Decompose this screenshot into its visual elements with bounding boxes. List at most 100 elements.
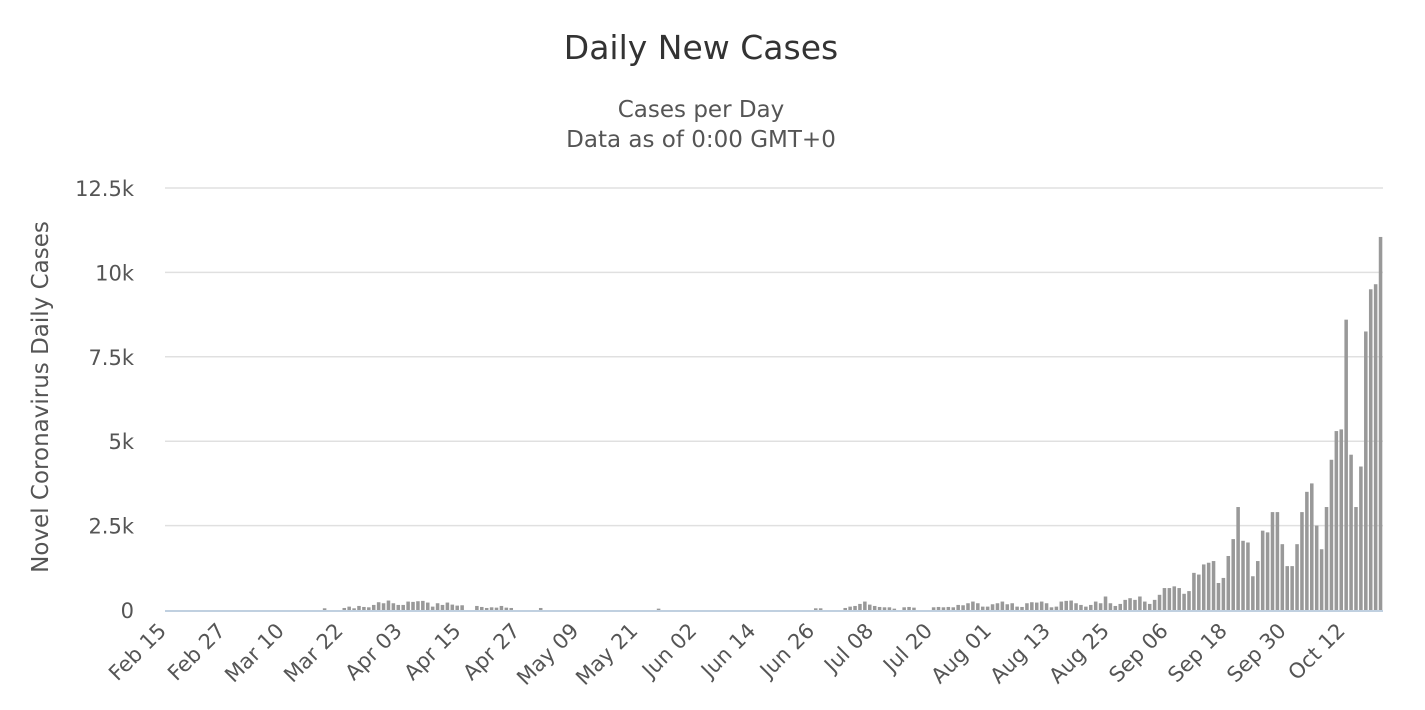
- bar[interactable]: [322, 608, 327, 610]
- bar[interactable]: [406, 601, 410, 610]
- bar[interactable]: [1221, 577, 1226, 610]
- bar[interactable]: [971, 601, 975, 610]
- bar[interactable]: [1310, 483, 1314, 610]
- bar[interactable]: [1108, 603, 1113, 610]
- bar[interactable]: [1079, 604, 1083, 610]
- bar[interactable]: [1378, 236, 1383, 610]
- bar[interactable]: [357, 605, 361, 610]
- bar[interactable]: [371, 604, 376, 610]
- bar[interactable]: [460, 605, 464, 610]
- bar[interactable]: [1334, 431, 1339, 610]
- bar[interactable]: [455, 605, 459, 610]
- bar[interactable]: [1349, 454, 1353, 610]
- bar[interactable]: [868, 604, 872, 610]
- bar[interactable]: [1059, 601, 1064, 610]
- bar[interactable]: [1084, 606, 1088, 610]
- bar[interactable]: [1152, 599, 1157, 610]
- bar[interactable]: [907, 606, 911, 610]
- bar[interactable]: [1285, 566, 1289, 610]
- bar[interactable]: [1373, 284, 1378, 610]
- bar[interactable]: [1255, 561, 1260, 610]
- bar[interactable]: [430, 606, 435, 610]
- bar[interactable]: [961, 605, 965, 610]
- bar[interactable]: [1359, 466, 1363, 610]
- bar[interactable]: [1319, 549, 1324, 610]
- bar[interactable]: [818, 608, 823, 610]
- bar[interactable]: [1064, 600, 1068, 610]
- bar[interactable]: [956, 604, 960, 610]
- bar[interactable]: [421, 600, 425, 610]
- bar[interactable]: [1133, 599, 1137, 610]
- bar[interactable]: [892, 608, 897, 610]
- bar[interactable]: [1098, 603, 1103, 610]
- bar[interactable]: [877, 606, 882, 610]
- bar[interactable]: [484, 607, 489, 610]
- bar[interactable]: [941, 607, 946, 610]
- bar[interactable]: [1069, 600, 1073, 610]
- bar[interactable]: [1206, 562, 1211, 610]
- bar[interactable]: [985, 606, 990, 610]
- bar[interactable]: [435, 603, 440, 610]
- bar[interactable]: [504, 607, 509, 610]
- bar[interactable]: [367, 607, 371, 610]
- bar[interactable]: [509, 607, 514, 610]
- bar[interactable]: [1201, 564, 1206, 610]
- bar[interactable]: [347, 606, 351, 610]
- bar[interactable]: [480, 606, 484, 610]
- bar[interactable]: [1241, 540, 1245, 610]
- bar[interactable]: [1044, 603, 1049, 610]
- bar[interactable]: [342, 607, 347, 610]
- bar[interactable]: [1226, 555, 1231, 610]
- bar[interactable]: [902, 607, 906, 610]
- bar[interactable]: [872, 605, 877, 610]
- bar[interactable]: [1192, 572, 1196, 610]
- bar[interactable]: [1231, 539, 1235, 610]
- bar[interactable]: [391, 603, 396, 610]
- bar[interactable]: [1187, 591, 1191, 610]
- bar[interactable]: [1128, 598, 1132, 610]
- bar[interactable]: [1172, 586, 1177, 610]
- bar[interactable]: [912, 607, 916, 610]
- bar[interactable]: [1305, 491, 1309, 610]
- bar[interactable]: [1270, 512, 1275, 610]
- bar[interactable]: [450, 604, 455, 610]
- bar[interactable]: [1300, 512, 1304, 610]
- bar[interactable]: [1295, 544, 1299, 610]
- bar[interactable]: [1123, 599, 1127, 610]
- bar[interactable]: [936, 606, 941, 610]
- bar[interactable]: [1216, 582, 1221, 610]
- bar[interactable]: [386, 600, 391, 610]
- bar[interactable]: [425, 602, 430, 610]
- bar[interactable]: [440, 604, 445, 610]
- bar[interactable]: [1290, 566, 1294, 610]
- bar[interactable]: [990, 604, 995, 610]
- bar[interactable]: [656, 608, 661, 610]
- bar[interactable]: [1093, 601, 1098, 610]
- bar[interactable]: [1314, 525, 1319, 610]
- bar[interactable]: [494, 607, 499, 610]
- bar[interactable]: [1197, 574, 1201, 610]
- bar[interactable]: [538, 607, 543, 610]
- bar[interactable]: [1236, 507, 1240, 610]
- bar[interactable]: [1251, 576, 1255, 610]
- bar[interactable]: [1280, 544, 1285, 610]
- bar[interactable]: [1246, 542, 1250, 610]
- bar[interactable]: [853, 605, 857, 610]
- bar[interactable]: [1118, 603, 1123, 610]
- bar[interactable]: [489, 607, 494, 610]
- bar[interactable]: [1211, 561, 1216, 610]
- bar[interactable]: [362, 606, 366, 610]
- bar[interactable]: [381, 603, 386, 610]
- bar[interactable]: [1344, 319, 1348, 610]
- bar[interactable]: [1010, 603, 1014, 610]
- bar[interactable]: [848, 606, 852, 610]
- bar[interactable]: [1260, 530, 1265, 610]
- bar[interactable]: [1015, 606, 1019, 610]
- bar[interactable]: [1000, 601, 1005, 610]
- bar[interactable]: [863, 601, 867, 610]
- bar[interactable]: [980, 606, 985, 610]
- bar[interactable]: [1020, 606, 1024, 610]
- bar[interactable]: [376, 602, 381, 610]
- bar[interactable]: [1147, 603, 1152, 610]
- bar[interactable]: [411, 601, 415, 610]
